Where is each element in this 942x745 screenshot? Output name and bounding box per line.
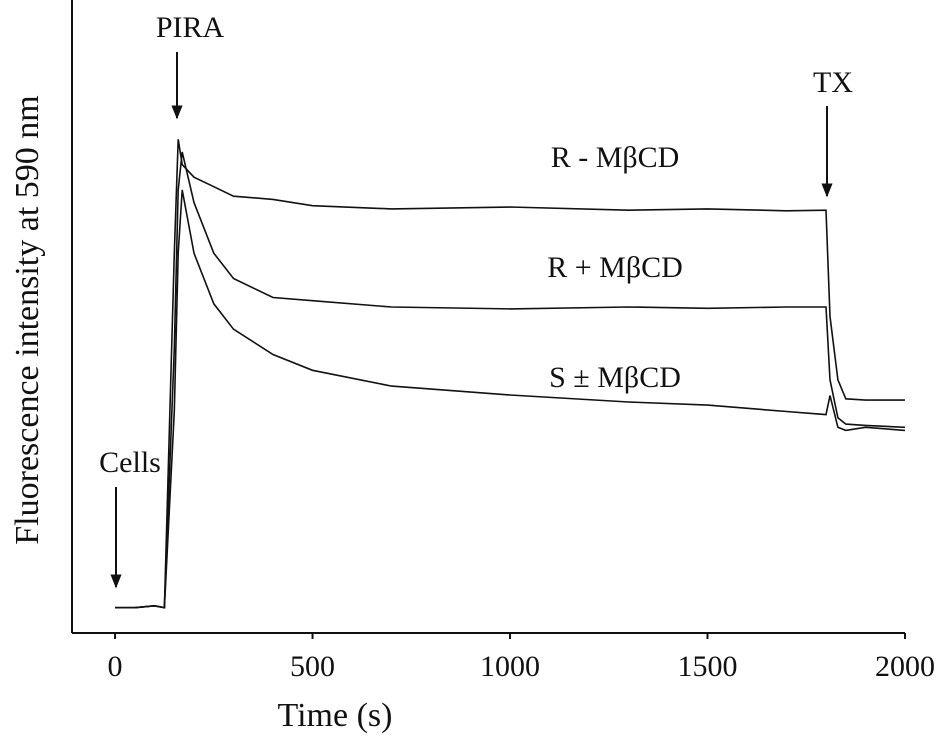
annotation: Cells: [99, 446, 161, 479]
annotation: TX: [813, 66, 853, 99]
series-label: R + MβCD: [547, 251, 683, 284]
series-label: S ± MβCD: [549, 361, 681, 394]
series-line: [115, 189, 906, 609]
series-line: [115, 139, 905, 609]
x-axis-label: Time (s): [278, 697, 393, 734]
x-tick-label: 2000: [875, 650, 935, 683]
x-tick-label: 1000: [480, 650, 540, 683]
x-tick-label: 0: [108, 650, 123, 683]
series-label: R - MβCD: [551, 141, 680, 174]
y-axis-label: Fluorescence intensity at 590 nm: [9, 95, 46, 544]
x-tick-label: 1500: [678, 650, 738, 683]
series-line: [115, 151, 906, 609]
annotation: PIRA: [156, 11, 225, 44]
x-tick-label: 500: [290, 650, 335, 683]
